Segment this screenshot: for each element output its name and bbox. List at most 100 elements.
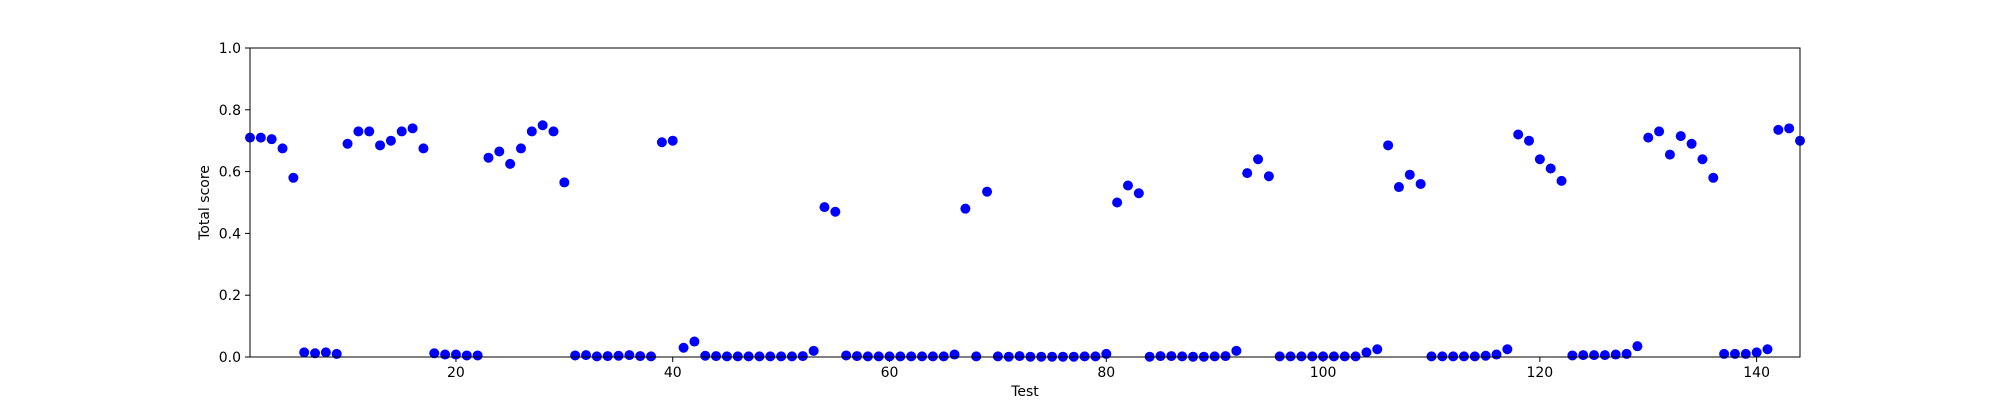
y-tick-label: 0.2 (219, 288, 241, 304)
data-point (992, 351, 1003, 362)
data-point (537, 120, 548, 131)
data-point (526, 126, 537, 137)
data-point (678, 342, 689, 353)
data-point (1708, 172, 1719, 183)
data-point (938, 351, 949, 362)
data-point (515, 143, 526, 154)
data-point (396, 126, 407, 137)
data-point (1112, 197, 1123, 208)
data-point (1448, 351, 1459, 362)
data-point (1654, 126, 1665, 137)
data-point (927, 351, 938, 362)
data-point (917, 351, 928, 362)
data-point (1578, 350, 1589, 361)
data-point (440, 349, 451, 360)
data-point (1664, 149, 1675, 160)
data-point (288, 172, 299, 183)
data-point (1155, 351, 1166, 362)
data-point (1231, 345, 1242, 356)
data-point (266, 134, 277, 145)
data-point (1372, 344, 1383, 355)
data-point (1589, 350, 1600, 361)
data-point (418, 143, 429, 154)
data-point (483, 152, 494, 163)
y-axis-label: Total score (197, 165, 213, 241)
data-point (765, 351, 776, 362)
data-point (255, 132, 266, 143)
data-point (711, 351, 722, 362)
data-point (570, 350, 581, 361)
data-point (1166, 351, 1177, 362)
data-point (1209, 351, 1220, 362)
data-point (960, 203, 971, 214)
data-point (429, 348, 440, 359)
data-point (1740, 348, 1751, 359)
data-point (1643, 132, 1654, 143)
data-point (1513, 129, 1524, 140)
data-point (1253, 154, 1264, 165)
data-point (407, 123, 418, 134)
data-point (1437, 351, 1448, 362)
data-point (1285, 351, 1296, 362)
x-tick-label: 140 (1743, 365, 1770, 381)
data-point (1328, 351, 1339, 362)
data-point (1567, 350, 1578, 361)
data-point (1426, 351, 1437, 362)
x-tick-label: 80 (1097, 365, 1115, 381)
data-point (1729, 348, 1740, 359)
data-point (1101, 348, 1112, 359)
data-point (1480, 350, 1491, 361)
data-point (548, 126, 559, 137)
data-point (1307, 351, 1318, 362)
data-point (841, 350, 852, 361)
data-point (364, 126, 375, 137)
data-point (808, 345, 819, 356)
data-point (1263, 171, 1274, 182)
data-point (776, 351, 787, 362)
data-point (1502, 344, 1513, 355)
data-point (667, 135, 678, 146)
x-tick-label: 40 (664, 365, 682, 381)
data-point (1133, 188, 1144, 199)
data-point (450, 349, 461, 360)
x-tick-label: 60 (881, 365, 899, 381)
data-point (1090, 351, 1101, 362)
data-point (342, 138, 353, 149)
data-point (1383, 140, 1394, 151)
data-point (624, 350, 635, 361)
data-point (906, 351, 917, 362)
data-point (1545, 163, 1556, 174)
data-point (385, 135, 396, 146)
data-point (581, 350, 592, 361)
data-point (461, 350, 472, 361)
data-point (1773, 124, 1784, 135)
data-point (1534, 154, 1545, 165)
data-point (1122, 180, 1133, 191)
y-tick-label: 0.4 (219, 226, 241, 242)
data-point (559, 177, 570, 188)
x-tick-label: 120 (1526, 365, 1553, 381)
data-point (895, 351, 906, 362)
data-point (1361, 347, 1372, 358)
data-point (1697, 154, 1708, 165)
data-point (1458, 351, 1469, 362)
data-point (505, 158, 516, 169)
data-point (602, 351, 613, 362)
data-point (1296, 351, 1307, 362)
data-point (310, 348, 321, 359)
data-point (635, 351, 646, 362)
data-point (1524, 135, 1535, 146)
axis-ticks: 20 40 60 80 100 120 140 0.0 0.2 0.4 0.6 0.8 1.0 (219, 41, 1770, 381)
data-point (320, 347, 331, 358)
data-point (1491, 349, 1502, 360)
data-point (689, 336, 700, 347)
data-point (299, 347, 310, 358)
data-point (1556, 175, 1567, 186)
data-point (1274, 351, 1285, 362)
data-point (353, 126, 364, 137)
data-point (1610, 349, 1621, 360)
data-point (1393, 182, 1404, 193)
data-point (331, 348, 342, 359)
y-tick-label: 0.0 (219, 350, 241, 366)
